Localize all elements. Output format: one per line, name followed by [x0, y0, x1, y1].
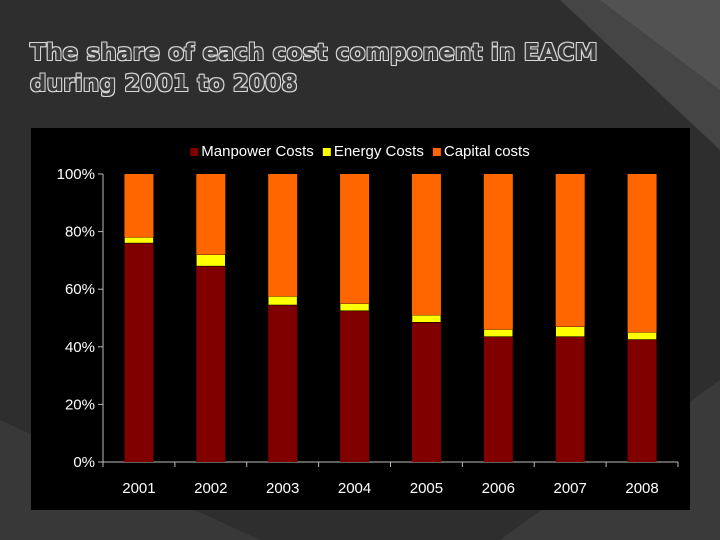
- bar-segment-capital-costs: [555, 174, 585, 327]
- bar-segment-energy-costs: [196, 254, 226, 267]
- bar-segment-energy-costs: [411, 314, 442, 323]
- bar-segment-capital-costs: [268, 174, 298, 297]
- x-tick-label: 2001: [122, 480, 155, 497]
- y-tick-label: 80%: [65, 224, 95, 241]
- bar-segment-manpower-costs: [483, 336, 513, 462]
- bar-segment-manpower-costs: [340, 310, 370, 462]
- bar-segment-manpower-costs: [268, 305, 298, 462]
- legend-label-capital-costs: Capital costs: [444, 143, 530, 160]
- legend-label-energy-costs: Energy Costs: [334, 143, 424, 160]
- bar-segment-energy-costs: [124, 237, 154, 244]
- y-tick-label: 20%: [65, 396, 95, 413]
- x-tick-label: 2003: [266, 480, 299, 497]
- x-tick-label: 2004: [338, 480, 371, 497]
- bar-segment-capital-costs: [483, 174, 513, 330]
- x-tick-label: 2005: [410, 480, 443, 497]
- slide-title: The share of each cost component in EACM…: [30, 38, 670, 100]
- chart-legend: Manpower Costs Energy Costs Capital costs: [190, 143, 530, 160]
- bar-segment-manpower-costs: [411, 322, 441, 462]
- slide-title-line-2: during 2001 to 2008: [30, 71, 298, 97]
- y-axis: 0% 20% 40% 60% 80% 100%: [57, 166, 104, 471]
- bar-segment-energy-costs: [339, 303, 370, 312]
- legend-swatch-manpower-costs: [190, 148, 199, 156]
- bar-segment-capital-costs: [124, 174, 154, 238]
- bar-segment-manpower-costs: [555, 336, 585, 462]
- bar-segment-capital-costs: [196, 174, 226, 255]
- bar-segment-capital-costs: [340, 174, 370, 304]
- bar-series-group: [124, 174, 657, 462]
- y-tick-label: 0%: [73, 454, 95, 471]
- y-tick-label: 40%: [65, 339, 95, 356]
- bar-segment-energy-costs: [267, 296, 298, 306]
- legend-label-manpower-costs: Manpower Costs: [201, 143, 314, 160]
- legend-swatch-energy-costs: [322, 148, 331, 156]
- bar-segment-manpower-costs: [124, 243, 154, 462]
- x-tick-label: 2006: [482, 480, 515, 497]
- bar-segment-energy-costs: [627, 332, 657, 340]
- bar-segment-energy-costs: [483, 329, 514, 338]
- x-tick-label: 2007: [554, 480, 587, 497]
- y-tick-label: 100%: [57, 166, 95, 183]
- bar-segment-manpower-costs: [196, 266, 226, 462]
- bar-segment-manpower-costs: [627, 339, 657, 462]
- bar-segment-capital-costs: [627, 174, 657, 333]
- x-tick-label: 2008: [625, 480, 658, 497]
- y-tick-label: 60%: [65, 281, 95, 298]
- bar-segment-energy-costs: [555, 326, 585, 338]
- legend-swatch-capital-costs: [432, 148, 441, 156]
- slide-title-line-1: The share of each cost component in EACM: [30, 40, 598, 66]
- x-tick-label: 2002: [194, 480, 227, 497]
- bar-segment-capital-costs: [411, 174, 441, 316]
